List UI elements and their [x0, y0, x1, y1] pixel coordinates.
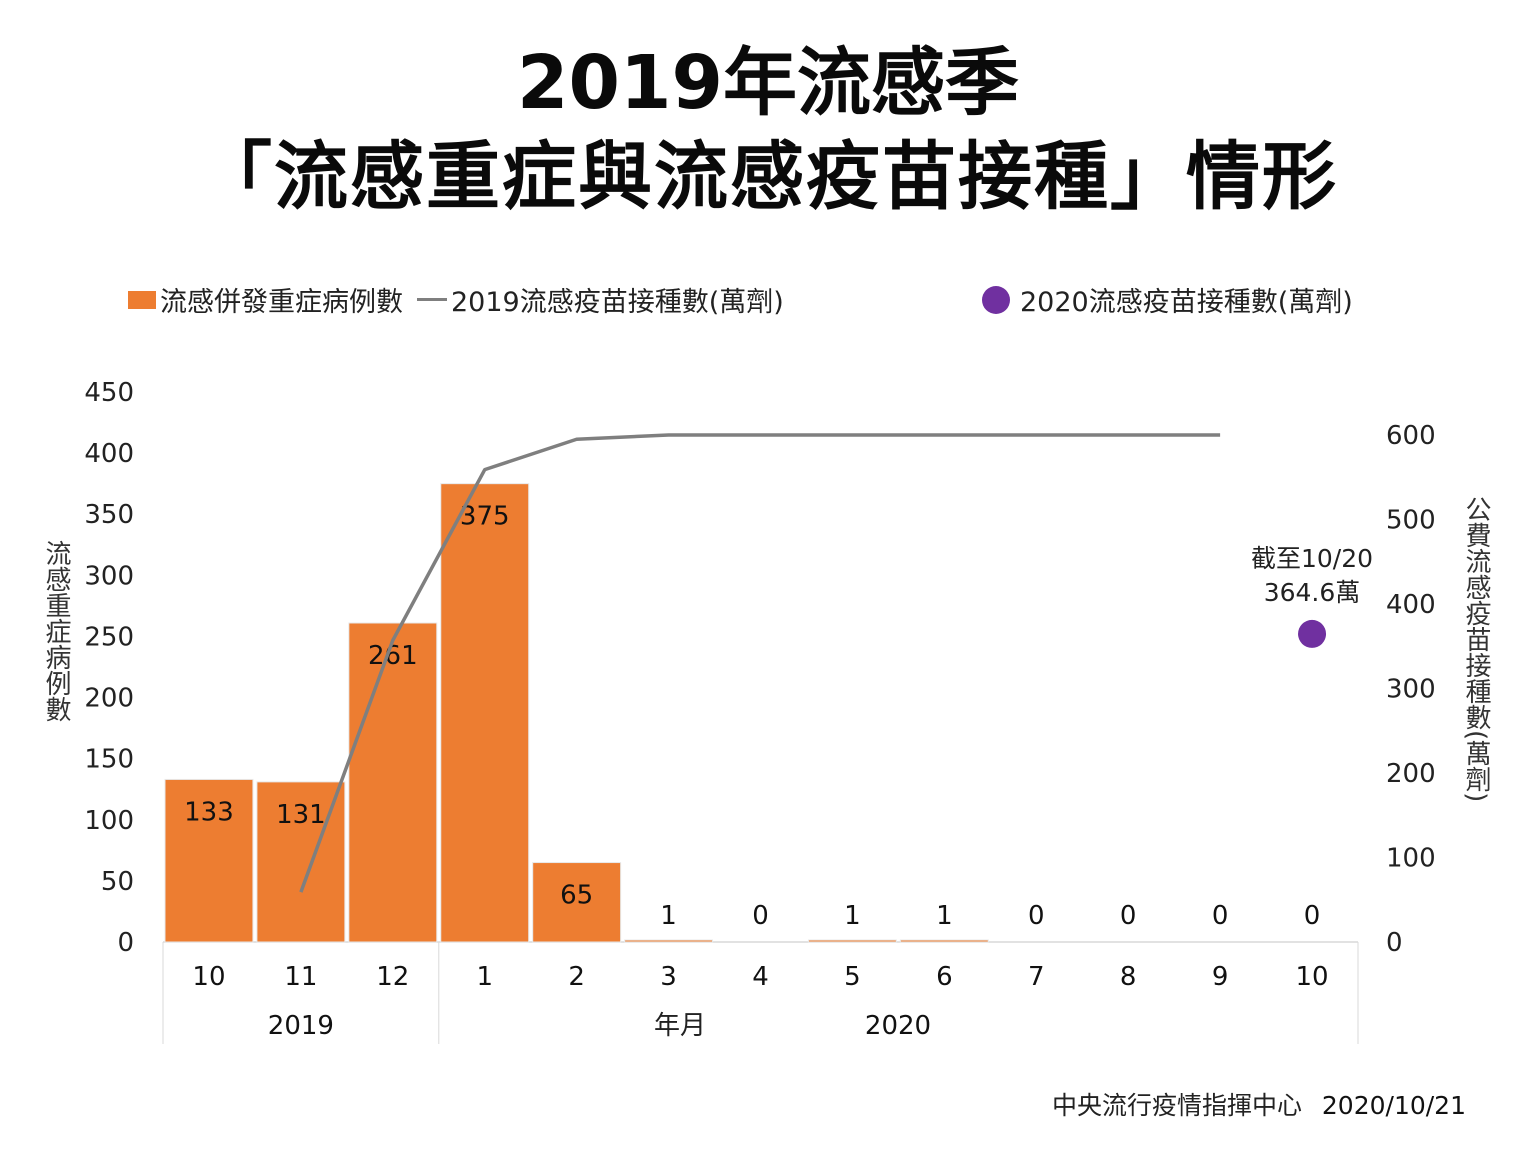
legend-line-swatch — [417, 298, 447, 301]
y-tick-label: 450 — [84, 378, 134, 408]
bar-value-label: 1 — [936, 901, 953, 931]
y2-tick-label: 0 — [1386, 928, 1403, 958]
x-tick-label: 12 — [376, 962, 409, 992]
x-group-label: 2020 — [865, 1011, 931, 1041]
bar-value-label: 375 — [460, 502, 510, 532]
x-tick-label: 6 — [936, 962, 953, 992]
x-tick-label: 11 — [284, 962, 317, 992]
bar — [164, 778, 254, 943]
bar-value-label: 65 — [560, 881, 593, 911]
x-tick-label: 2 — [568, 962, 585, 992]
chart-title-line2: 「流感重症與流感疫苗接種」情形 — [198, 134, 1338, 220]
y2-axis-label: 公費流感疫苗接種數(萬劑) — [1461, 496, 1491, 803]
bar — [807, 939, 897, 943]
y2-tick-label: 200 — [1386, 759, 1436, 789]
y2-tick-label: 600 — [1386, 421, 1436, 451]
x-tick-label: 1 — [476, 962, 493, 992]
bar-value-label: 0 — [1028, 901, 1045, 931]
bar-value-label: 1 — [660, 901, 677, 931]
y-tick-label: 100 — [84, 806, 134, 836]
footer-date: 2020/10/21 — [1321, 1091, 1466, 1120]
legend-dot-swatch — [982, 285, 1010, 314]
x-tick-label: 8 — [1120, 962, 1137, 992]
y2-tick-label: 400 — [1386, 590, 1436, 620]
bar-value-label: 261 — [368, 641, 418, 671]
x-tick-label: 5 — [844, 962, 861, 992]
bar — [624, 939, 714, 943]
annotation: 截至10/20 364.6萬 — [1232, 542, 1392, 610]
annotation-line2: 364.6萬 — [1263, 578, 1361, 607]
bar-value-label: 0 — [1212, 901, 1229, 931]
y-tick-label: 200 — [84, 684, 134, 714]
bar-value-label: 0 — [1120, 901, 1137, 931]
y2-tick-label: 500 — [1386, 506, 1436, 536]
y-axis-label: 流感重症病例數 — [41, 540, 71, 722]
y-tick-label: 350 — [84, 500, 134, 530]
x-axis-title: 年月 — [654, 1011, 706, 1041]
footer-source: 中央流行疫情指揮中心 — [1051, 1091, 1302, 1120]
y-tick-label: 150 — [84, 745, 134, 775]
chart-title-line1: 2019年流感季 — [517, 40, 1019, 126]
legend-line-label: 2019流感疫苗接種數(萬劑) — [451, 287, 784, 318]
x-tick-label: 10 — [1295, 962, 1328, 992]
annotation-line1: 截至10/20 — [1250, 544, 1374, 573]
x-tick-label: 10 — [192, 962, 225, 992]
y-tick-label: 0 — [117, 928, 134, 958]
dot-2020 — [1298, 619, 1327, 648]
legend-dot-label: 2020流感疫苗接種數(萬劑) — [1020, 287, 1353, 318]
footer: 中央流行疫情指揮中心 2020/10/21 — [1052, 1086, 1466, 1122]
y-tick-label: 400 — [84, 439, 134, 469]
bar-value-label: 1 — [844, 901, 861, 931]
y-tick-label: 50 — [101, 867, 134, 897]
x-tick-label: 7 — [1028, 962, 1045, 992]
bar-value-label: 133 — [184, 797, 234, 827]
y2-tick-label: 300 — [1386, 675, 1436, 705]
line-series-2019 — [299, 433, 1221, 893]
legend: 流感併發重症病例數 2019流感疫苗接種數(萬劑) — [128, 280, 784, 319]
x-tick-label: 9 — [1212, 962, 1229, 992]
y-tick-label: 300 — [84, 561, 134, 591]
x-tick-label: 3 — [660, 962, 677, 992]
bar — [440, 483, 530, 943]
x-group-label: 2019 — [268, 1011, 334, 1041]
legend-dot: 2020流感疫苗接種數(萬劑) — [982, 280, 1353, 319]
legend-bar-swatch — [128, 290, 156, 309]
bar — [348, 622, 438, 943]
x-tick-label: 4 — [752, 962, 769, 992]
bar-value-label: 0 — [752, 901, 769, 931]
bar-value-label: 131 — [276, 800, 326, 830]
bar-value-label: 0 — [1304, 901, 1321, 931]
bar — [532, 862, 622, 943]
y2-tick-label: 100 — [1386, 844, 1436, 874]
legend-bar-label: 流感併發重症病例數 — [160, 287, 403, 318]
bar — [899, 939, 989, 943]
y-tick-label: 250 — [84, 622, 134, 652]
